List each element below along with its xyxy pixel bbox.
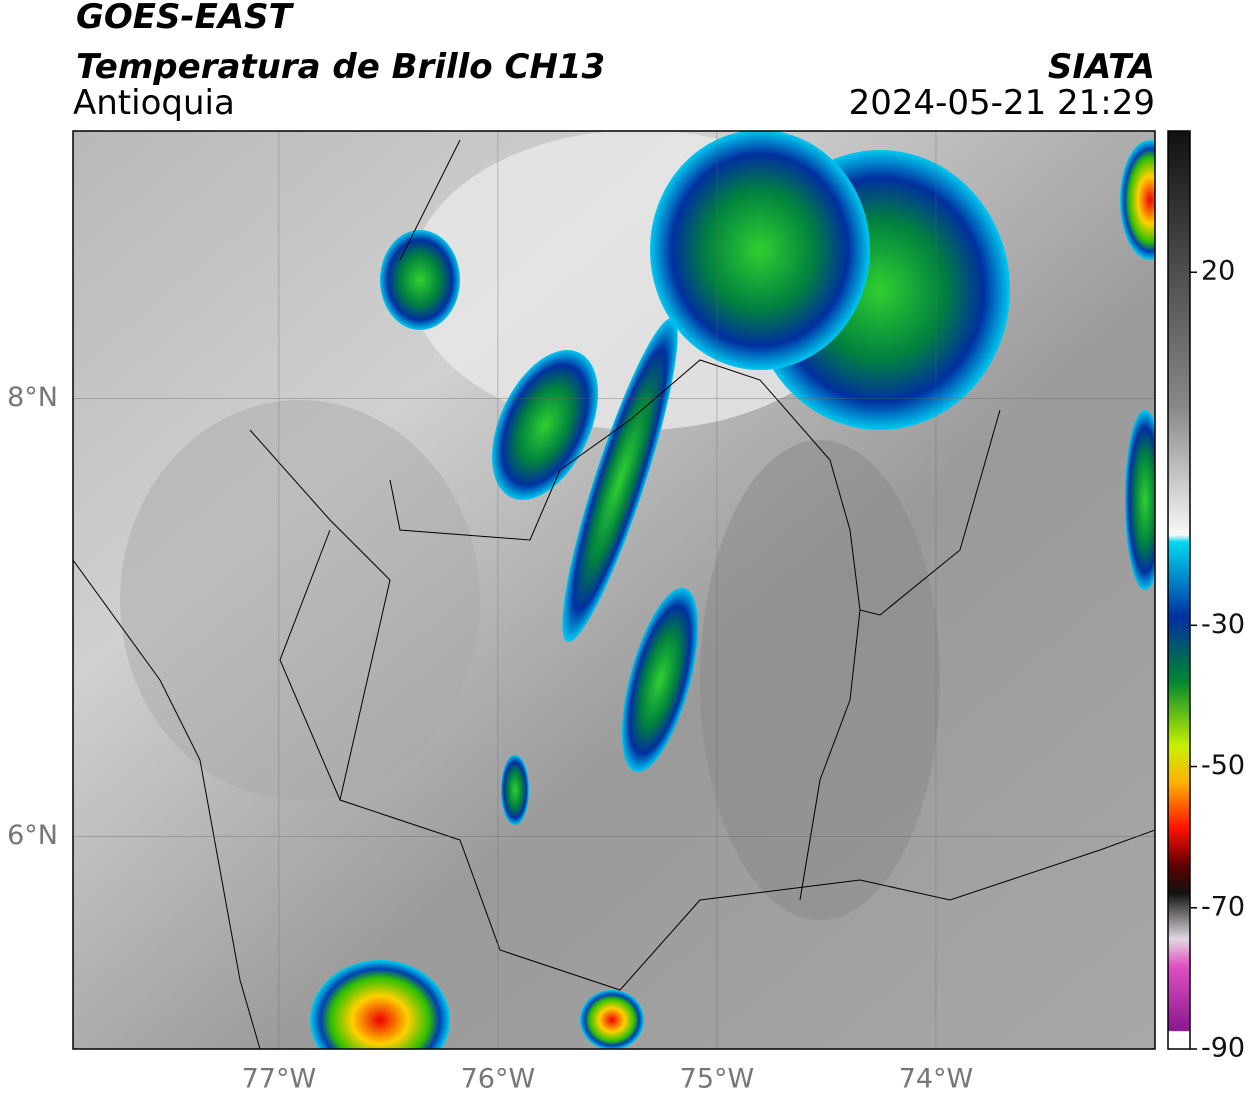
x-tick-label: 77°W (242, 1064, 317, 1095)
x-tick-label: 76°W (461, 1064, 536, 1095)
y-tick-label: 8°N (7, 382, 58, 413)
map-frame (72, 130, 1156, 1050)
x-tick-label: 75°W (680, 1064, 755, 1095)
satellite-image (73, 131, 1155, 1049)
graticule (73, 131, 1155, 1049)
colorbar-tick-label: 20 (1201, 256, 1235, 287)
colorbar-tick-label: -30 (1201, 609, 1245, 640)
subtitle: Temperatura de Brillo CH13 (76, 47, 605, 87)
region: Antioquia (73, 83, 235, 123)
colorbar-tick-label: -50 (1201, 750, 1245, 781)
source: SIATA (1048, 47, 1155, 87)
colorbar-tick-label: -90 (1201, 1033, 1245, 1064)
datetime: 2024-05-21 21:29 (849, 83, 1155, 123)
colorbar-tick-label: -70 (1201, 891, 1245, 922)
x-tick-label: 74°W (899, 1064, 974, 1095)
y-tick-label: 6°N (7, 820, 58, 851)
colorbar (1167, 130, 1191, 1050)
title: GOES-EAST (76, 0, 295, 37)
